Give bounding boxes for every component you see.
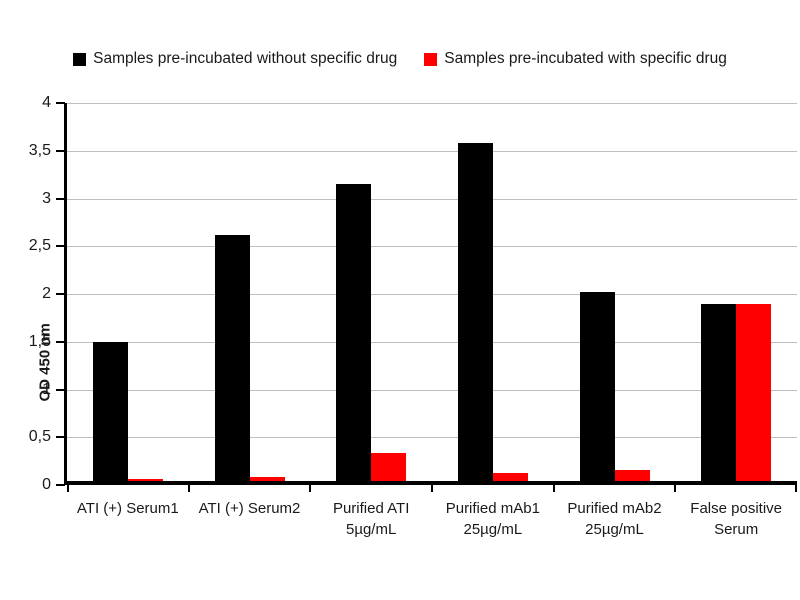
y-axis-tick xyxy=(56,340,65,343)
legend-item-with-drug: Samples pre-incubated with specific drug xyxy=(424,50,727,68)
x-category-label: Purified mAb1 25µg/mL xyxy=(445,500,540,538)
y-axis-tick xyxy=(56,293,65,295)
x-category-label: Purified ATI 5µg/mL xyxy=(332,500,410,538)
y-tick-label: 2,5 xyxy=(28,237,51,255)
legend-swatch-red xyxy=(424,52,438,66)
x-category-label: Purified mAb2 25µg/mL xyxy=(567,500,662,538)
gridline xyxy=(67,341,797,343)
legend-label: Samples pre-incubated without specific d… xyxy=(93,50,398,67)
x-category-label: ATI (+) Serum1 xyxy=(76,500,179,517)
y-axis-tick xyxy=(56,197,65,200)
x-category-label: ATI (+) Serum2 xyxy=(198,500,301,517)
y-tick-label: 3 xyxy=(42,189,51,207)
legend-label: Samples pre-incubated with specific drug xyxy=(444,50,727,67)
x-axis-line xyxy=(64,481,797,485)
x-axis-tick xyxy=(552,485,555,492)
x-axis-tick xyxy=(795,485,797,492)
plot-area: OD 450 nm 0 0,5 1 1,5 2 2,5 3 3,5 4 ATI (+) Serum… xyxy=(29,94,797,538)
bar-without-drug xyxy=(214,234,250,485)
y-axis-tick xyxy=(56,102,65,104)
gridline xyxy=(67,294,797,295)
legend-swatch-black xyxy=(73,52,87,66)
y-tick-label: 0,5 xyxy=(28,428,51,446)
y-tick-label: 4 xyxy=(42,94,51,111)
bar-without-drug xyxy=(336,184,372,485)
bar-without-drug xyxy=(579,292,615,485)
x-axis-tick xyxy=(67,485,69,492)
y-axis-tick xyxy=(56,484,65,486)
bar-with-drug xyxy=(736,303,772,485)
y-tick-label: 1 xyxy=(42,380,51,398)
x-axis-tick xyxy=(309,485,312,492)
y-tick-label: 1,5 xyxy=(28,332,51,350)
bar-without-drug xyxy=(92,341,128,485)
gridline xyxy=(67,198,797,200)
y-axis-tick xyxy=(56,388,65,391)
bar-without-drug xyxy=(457,143,493,485)
x-axis-tick xyxy=(431,485,433,492)
y-tick-label: 3,5 xyxy=(28,141,51,159)
gridline xyxy=(67,246,797,248)
y-axis-line xyxy=(64,103,67,485)
x-axis-tick xyxy=(187,485,190,492)
gridline xyxy=(67,150,797,152)
chart-legend: Samples pre-incubated without specific d… xyxy=(0,50,800,68)
y-tick-label: 2 xyxy=(42,285,51,302)
y-axis-tick xyxy=(56,436,65,439)
gridline xyxy=(67,389,797,391)
gridline xyxy=(67,103,797,104)
bar-without-drug xyxy=(701,303,737,485)
y-tick-label: 0 xyxy=(42,476,51,493)
bar-with-drug xyxy=(371,452,407,485)
x-axis-tick xyxy=(674,485,677,492)
gridline xyxy=(67,437,797,439)
y-axis-tick xyxy=(56,149,65,152)
legend-item-without-drug: Samples pre-incubated without specific d… xyxy=(73,50,397,68)
x-category-label: False positive Serum xyxy=(690,500,783,538)
y-axis-tick xyxy=(56,245,65,248)
